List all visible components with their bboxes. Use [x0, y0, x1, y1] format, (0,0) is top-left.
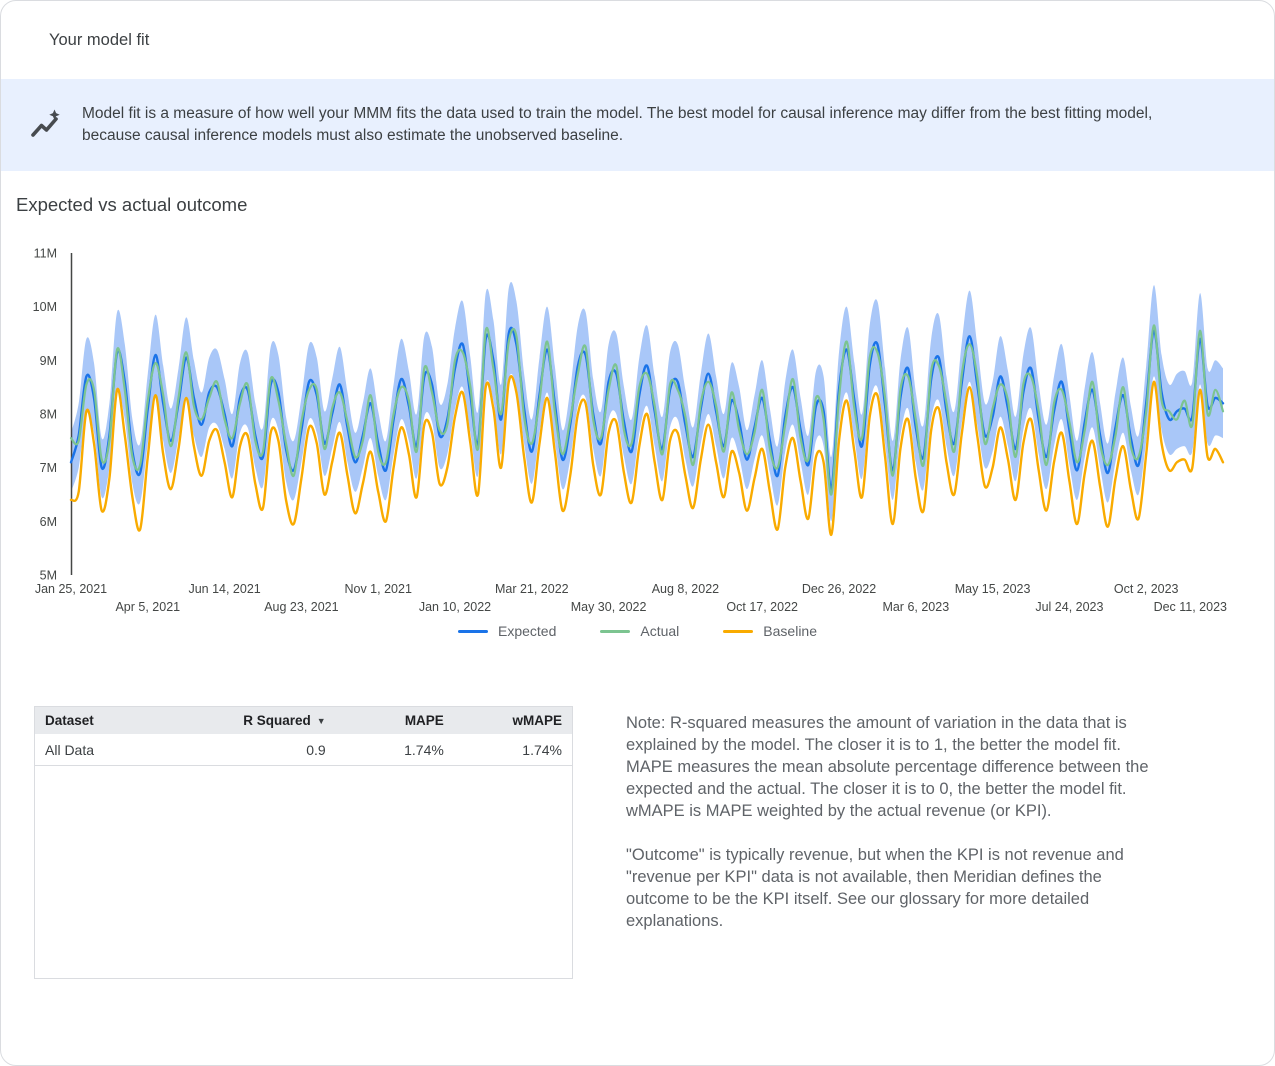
expected-line — [69, 326, 1225, 491]
note-paragraph-1: Note: R-squared measures the amount of v… — [626, 714, 1149, 820]
info-banner: Model fit is a measure of how well your … — [1, 79, 1274, 171]
note-paragraph-2: "Outcome" is typically revenue, but when… — [626, 846, 1124, 930]
x-tick-label: May 30, 2022 — [571, 600, 647, 614]
sort-descending-icon[interactable]: ▼ — [316, 716, 326, 726]
y-tick-label: 6M — [40, 515, 57, 529]
x-tick-label: Oct 17, 2022 — [726, 600, 798, 614]
x-tick-label: Aug 23, 2021 — [264, 600, 338, 614]
actual-line — [69, 324, 1225, 496]
page-title: Your model fit — [49, 31, 150, 49]
x-tick-label: Jun 14, 2021 — [188, 582, 260, 596]
legend-swatch-expected — [458, 629, 488, 633]
column-header-r-squared[interactable]: R Squared ▼ — [196, 707, 336, 734]
x-tick-label: Oct 2, 2023 — [1114, 582, 1179, 596]
x-tick-label: Jan 25, 2021 — [35, 582, 107, 596]
legend-item-baseline: Baseline — [723, 623, 817, 639]
legend-item-actual: Actual — [600, 623, 679, 639]
y-tick-label: 9M — [40, 354, 57, 368]
table-cell: 0.9 — [196, 734, 336, 766]
x-tick-label: Mar 6, 2023 — [882, 600, 949, 614]
x-tick-label: Dec 26, 2022 — [802, 582, 876, 596]
legend-label: Actual — [640, 623, 680, 639]
chart-legend: Expected Actual Baseline — [1, 623, 1274, 639]
legend-item-expected: Expected — [458, 623, 556, 639]
legend-label: Baseline — [763, 623, 817, 639]
table-cell: All Data — [35, 734, 197, 766]
y-tick-label: 8M — [40, 407, 57, 421]
legend-swatch-baseline — [723, 629, 754, 633]
column-header-label: Dataset — [45, 713, 94, 728]
table-header-row: Dataset R Squared ▼ MAPE wMAPE — [35, 707, 572, 734]
column-header-wmape: wMAPE — [453, 707, 572, 734]
x-tick-label: Apr 5, 2021 — [115, 600, 180, 614]
column-header-mape: MAPE — [335, 707, 454, 734]
table-cell: 1.74% — [453, 734, 572, 766]
y-tick-label: 10M — [33, 300, 57, 314]
baseline-line — [69, 375, 1225, 536]
column-header-dataset: Dataset — [35, 707, 197, 734]
auto-graph-icon — [31, 109, 60, 137]
x-tick-label: May 15, 2023 — [955, 582, 1031, 596]
banner-text: Model fit is a measure of how well your … — [82, 105, 1153, 144]
table-body: All Data 0.9 1.74% 1.74% — [35, 734, 572, 766]
x-tick-label: Nov 1, 2021 — [344, 582, 411, 596]
x-tick-label: Aug 8, 2022 — [652, 582, 719, 596]
table-cell: 1.74% — [335, 734, 454, 766]
y-tick-label: 5M — [40, 568, 57, 582]
y-tick-label: 11M — [34, 247, 57, 261]
column-header-label: wMAPE — [512, 713, 562, 728]
chart-title: Expected vs actual outcome — [16, 194, 248, 215]
model-fit-metrics-table: Dataset R Squared ▼ MAPE wMAPE All Data 0.9 1.… — [34, 706, 573, 979]
column-header-label: R Squared — [243, 713, 311, 728]
x-tick-label: Mar 21, 2022 — [495, 582, 569, 596]
legend-swatch-actual — [600, 629, 631, 633]
x-tick-label: Dec 11, 2023 — [1154, 600, 1227, 614]
credible-interval-band — [71, 281, 1223, 522]
expected-vs-actual-chart: 5M 6M 7M 8M 9M 10M 11M Jan 25, 2021 Jun 14, 2021… — [33, 247, 1227, 615]
notes: Note: R-squared measures the amount of v… — [626, 704, 1158, 954]
x-tick-label: Jul 24, 2023 — [1035, 600, 1103, 614]
table-row: All Data 0.9 1.74% 1.74% — [35, 734, 572, 766]
x-tick-label: Jan 10, 2022 — [419, 600, 491, 614]
legend-label: Expected — [498, 623, 557, 639]
y-tick-label: 7M — [40, 461, 57, 475]
column-header-label: MAPE — [404, 713, 444, 728]
